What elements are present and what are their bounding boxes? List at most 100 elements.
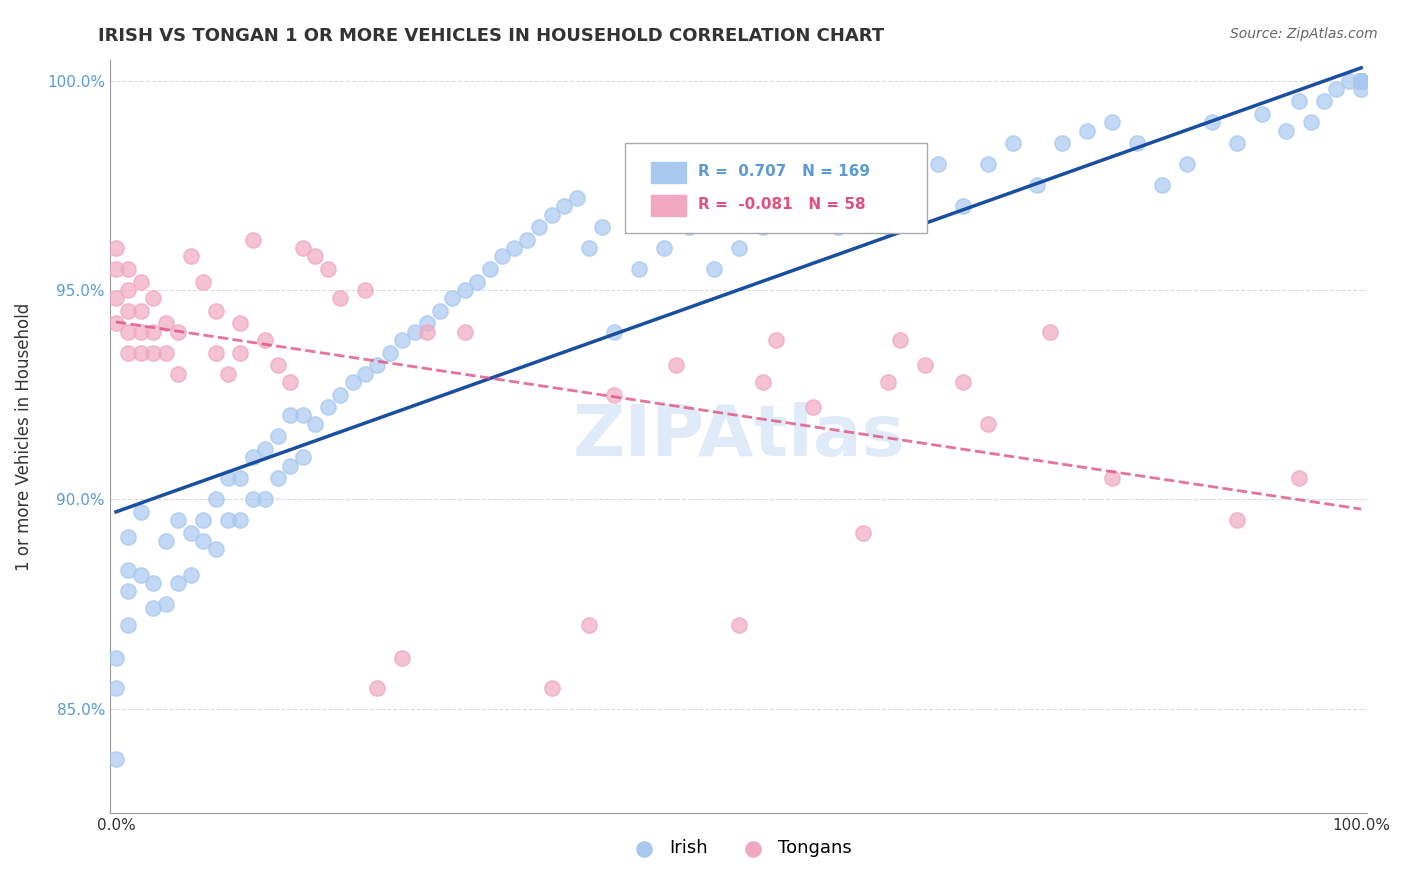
Point xyxy=(852,178,875,193)
Point xyxy=(117,303,139,318)
Point xyxy=(242,233,264,247)
Point xyxy=(1350,73,1372,87)
Point xyxy=(117,530,139,544)
Legend: Irish, Tongans: Irish, Tongans xyxy=(619,832,859,864)
Point xyxy=(117,563,139,577)
Point xyxy=(291,409,314,423)
Text: ZIPAtlas: ZIPAtlas xyxy=(572,402,905,471)
Point xyxy=(1350,73,1372,87)
Point xyxy=(1350,73,1372,87)
Point xyxy=(391,651,413,665)
Point xyxy=(491,249,513,263)
Point xyxy=(1150,178,1173,193)
Point xyxy=(204,345,226,359)
Point xyxy=(142,325,165,339)
Point xyxy=(952,375,974,389)
Point xyxy=(1324,82,1347,96)
Point xyxy=(1350,73,1372,87)
Point xyxy=(1350,73,1372,87)
Point xyxy=(129,345,152,359)
Point xyxy=(1350,73,1372,87)
Point xyxy=(1101,471,1123,485)
Point xyxy=(1301,115,1323,129)
Point xyxy=(104,317,127,331)
Point xyxy=(603,325,626,339)
Point xyxy=(1350,73,1372,87)
Point xyxy=(453,283,475,297)
Point xyxy=(1250,107,1272,121)
Point xyxy=(1026,178,1049,193)
Point xyxy=(104,262,127,277)
Point xyxy=(529,220,551,235)
Point xyxy=(1350,73,1372,87)
Point xyxy=(117,617,139,632)
Point xyxy=(778,199,800,213)
Point xyxy=(1175,157,1198,171)
Point xyxy=(752,220,775,235)
Point xyxy=(1350,73,1372,87)
Point xyxy=(142,576,165,591)
Point xyxy=(1288,471,1310,485)
Point xyxy=(1350,73,1372,87)
Point xyxy=(1313,95,1336,109)
Point xyxy=(304,249,326,263)
Point xyxy=(503,241,526,255)
Point xyxy=(627,262,650,277)
Point xyxy=(1350,73,1372,87)
Point xyxy=(404,325,426,339)
Point xyxy=(1350,73,1372,87)
Point xyxy=(1052,136,1074,151)
Point xyxy=(129,275,152,289)
Point xyxy=(1226,513,1249,527)
Point xyxy=(254,333,277,347)
Point xyxy=(678,220,700,235)
Point xyxy=(104,681,127,695)
Point xyxy=(540,681,562,695)
Point xyxy=(167,576,190,591)
Point xyxy=(354,367,377,381)
Point xyxy=(129,567,152,582)
Point xyxy=(1350,73,1372,87)
Point xyxy=(416,325,439,339)
Point xyxy=(1350,73,1372,87)
Point xyxy=(117,345,139,359)
Point xyxy=(180,567,202,582)
Point xyxy=(117,584,139,599)
Point xyxy=(1076,124,1098,138)
Point xyxy=(267,429,290,443)
Point xyxy=(416,317,439,331)
Point xyxy=(1350,73,1372,87)
Point xyxy=(1350,73,1372,87)
Point xyxy=(565,191,588,205)
Point xyxy=(191,513,214,527)
Point xyxy=(1350,73,1372,87)
Point xyxy=(142,345,165,359)
Point xyxy=(1350,73,1372,87)
Point xyxy=(1350,73,1372,87)
Point xyxy=(877,375,900,389)
Point xyxy=(976,157,998,171)
Point xyxy=(1350,73,1372,87)
Point xyxy=(1350,73,1372,87)
Point xyxy=(117,283,139,297)
Point xyxy=(1350,73,1372,87)
Point xyxy=(155,345,177,359)
Point xyxy=(1350,73,1372,87)
Point xyxy=(1337,73,1360,87)
Point xyxy=(191,275,214,289)
Bar xyxy=(651,195,686,217)
Point xyxy=(1350,73,1372,87)
Text: R =  0.707   N = 169: R = 0.707 N = 169 xyxy=(699,163,870,178)
Point xyxy=(366,358,388,372)
Point xyxy=(1350,73,1372,87)
Point xyxy=(1350,73,1372,87)
Point xyxy=(652,241,675,255)
Point xyxy=(1350,73,1372,87)
Point xyxy=(1350,73,1372,87)
Point xyxy=(366,681,388,695)
Point xyxy=(104,651,127,665)
Point xyxy=(1350,73,1372,87)
Point xyxy=(1350,73,1372,87)
Point xyxy=(801,178,824,193)
Point xyxy=(129,505,152,519)
